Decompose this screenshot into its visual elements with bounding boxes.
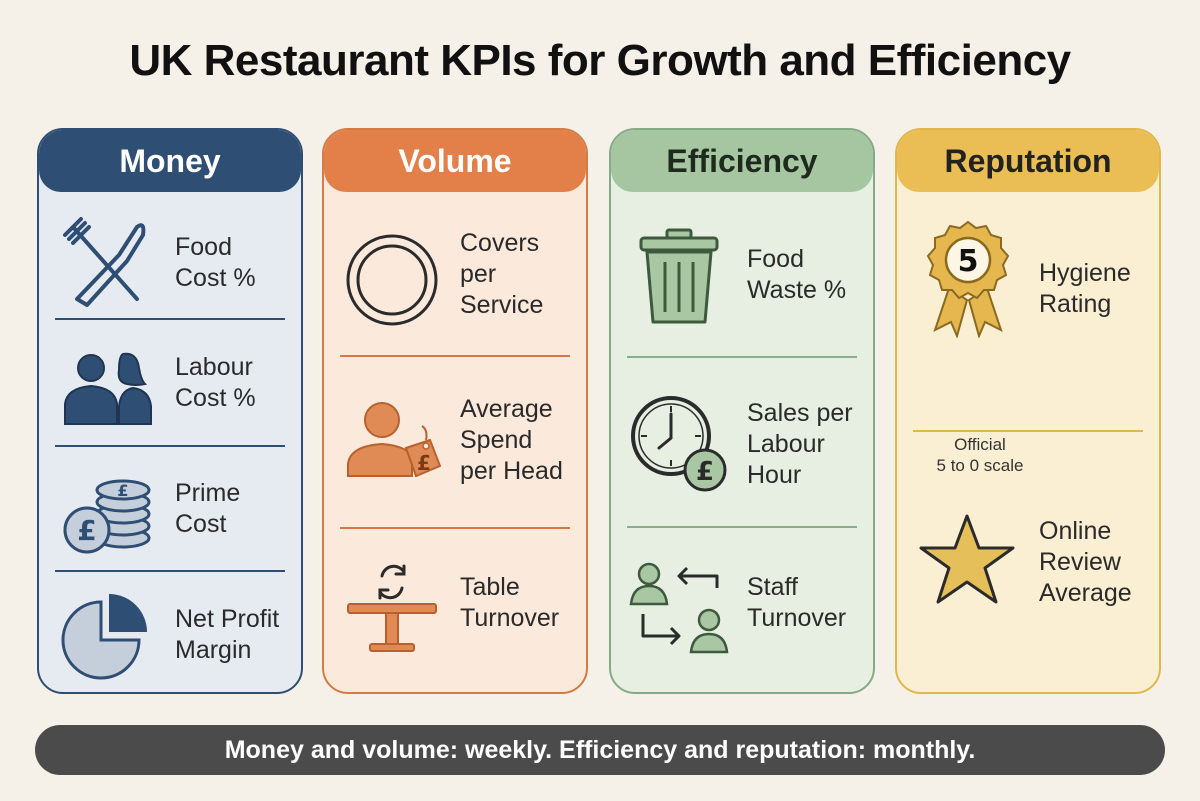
hygiene-score: 5 xyxy=(958,244,979,279)
money-heading: Money xyxy=(39,130,301,192)
kpi-label: Staff Turnover xyxy=(747,573,847,632)
kpi-label: Covers per Service xyxy=(460,229,544,319)
kpi-staff-turnover: Staff Turnover xyxy=(611,532,873,690)
fork-knife-icon xyxy=(57,213,157,313)
kpi-label: Net Profit Margin xyxy=(175,605,280,664)
reputation-heading: Reputation xyxy=(897,130,1159,192)
footer-banner: Money and volume: weekly. Efficiency and… xyxy=(35,725,1165,775)
kpi-covers-per-service: Covers per Service xyxy=(324,208,586,354)
kpi-label: Food Cost % xyxy=(175,233,256,292)
kpi-food-cost: Food Cost % xyxy=(39,208,301,318)
kpi-label: Average Spend per Head xyxy=(460,395,563,485)
kpi-net-profit-margin: Net Profit Margin xyxy=(39,574,301,692)
divider xyxy=(55,570,285,572)
kpi-label: Labour Cost % xyxy=(175,353,256,412)
divider xyxy=(55,318,285,320)
star-icon xyxy=(917,510,1017,610)
kpi-label: Table Turnover xyxy=(460,573,560,632)
kpi-online-review-average: Online Review Average xyxy=(897,436,1159,690)
kpi-table-turnover: Table Turnover xyxy=(324,532,586,690)
volume-heading: Volume xyxy=(324,130,586,192)
svg-text:£: £ xyxy=(696,457,714,487)
svg-text:£: £ xyxy=(417,451,431,475)
kpi-label: Sales per Labour Hour xyxy=(747,399,853,489)
efficiency-column: Efficiency Food Waste % xyxy=(609,128,875,694)
kpi-labour-cost: Labour Cost % xyxy=(39,322,301,444)
efficiency-heading: Efficiency xyxy=(611,130,873,192)
kpi-label: Online Review Average xyxy=(1039,517,1132,607)
pie-chart-icon xyxy=(57,582,157,682)
bin-icon xyxy=(629,226,729,326)
divider xyxy=(913,430,1143,432)
person-price-tag-icon: £ xyxy=(342,390,442,490)
kpi-prime-cost: £ £ Prime Cost xyxy=(39,448,301,570)
page-title: UK Restaurant KPIs for Growth and Effici… xyxy=(129,36,1071,85)
staff-swap-icon xyxy=(629,558,729,658)
money-column: Money Food Cost % xyxy=(37,128,303,694)
volume-column: Volume Covers per Service £ Average xyxy=(322,128,588,694)
rating-rosette-icon: 5 xyxy=(921,218,1015,338)
divider xyxy=(627,356,857,358)
kpi-label: Food Waste % xyxy=(747,245,847,304)
reputation-column: Reputation 5 Hygiene Rating Official 5 t… xyxy=(895,128,1161,694)
kpi-average-spend: £ Average Spend per Head xyxy=(324,360,586,526)
kpi-food-waste: Food Waste % xyxy=(611,208,873,354)
kpi-label: Hygiene Rating xyxy=(1039,259,1131,318)
svg-text:£: £ xyxy=(117,481,128,500)
kpi-label: Prime Cost xyxy=(175,479,241,538)
plate-icon xyxy=(342,230,442,330)
svg-text:£: £ xyxy=(77,514,96,547)
pound-coins-icon: £ £ xyxy=(57,458,157,558)
table-refresh-icon xyxy=(342,558,442,658)
kpi-hygiene-rating: 5 Hygiene Rating Official 5 to 0 scale xyxy=(897,208,1159,475)
divider xyxy=(55,445,285,447)
scale-note: Official 5 to 0 scale xyxy=(936,435,1024,475)
people-icon xyxy=(57,334,157,434)
clock-pound-icon: £ xyxy=(629,392,729,492)
divider xyxy=(627,526,857,528)
divider xyxy=(340,355,570,357)
divider xyxy=(340,527,570,529)
kpi-sales-per-labour-hour: £ Sales per Labour Hour xyxy=(611,362,873,524)
